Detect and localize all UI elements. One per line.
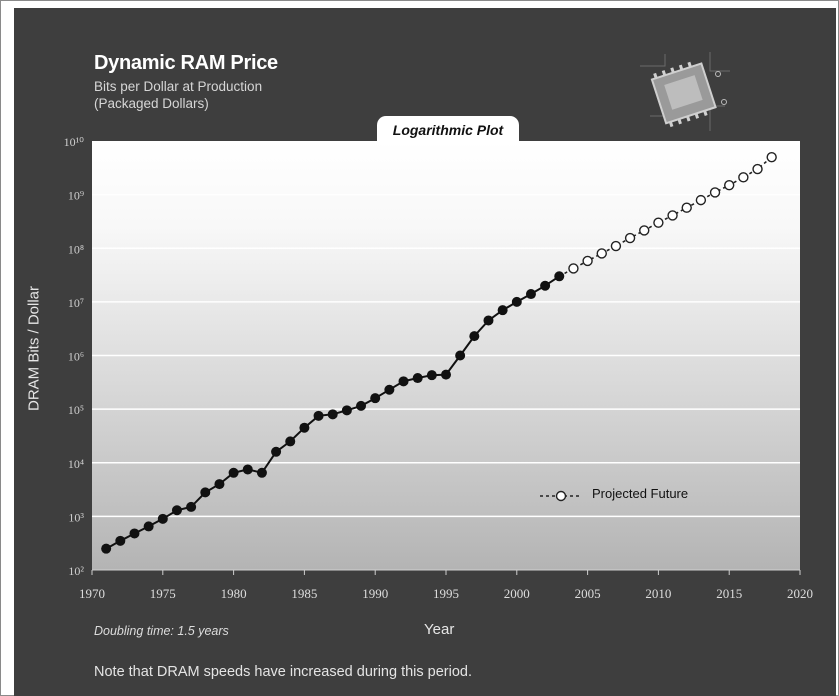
y-tick-label: 10⁴ xyxy=(68,457,84,471)
actual-data-point xyxy=(115,535,126,546)
actual-data-point xyxy=(242,464,253,475)
x-tick-label: 1970 xyxy=(79,586,105,601)
x-tick-label: 1995 xyxy=(433,586,459,601)
y-tick-label: 10⁵ xyxy=(68,403,84,417)
actual-data-point xyxy=(228,467,239,478)
projected-data-point xyxy=(610,240,622,252)
actual-data-point xyxy=(483,315,494,326)
actual-data-point xyxy=(370,393,381,404)
actual-data-point xyxy=(186,501,197,512)
actual-data-point xyxy=(285,436,296,447)
actual-data-point xyxy=(497,305,508,316)
projected-data-point xyxy=(695,194,707,206)
projected-data-point xyxy=(709,187,721,198)
x-tick-label: 2005 xyxy=(575,586,601,601)
legend xyxy=(540,490,582,502)
projected-data-point xyxy=(738,172,749,183)
actual-data-point xyxy=(143,521,154,532)
series-projected-line xyxy=(558,156,773,278)
y-tick-label: 10⁹ xyxy=(68,189,84,203)
actual-data-point xyxy=(398,376,409,387)
actual-data-point xyxy=(271,446,282,457)
actual-data-point xyxy=(455,350,466,361)
speed-note: Note that DRAM speeds have increased dur… xyxy=(94,664,473,680)
projected-data-point xyxy=(639,225,650,236)
legend-projected-label: Projected Future xyxy=(592,486,689,501)
x-tick-label: 2020 xyxy=(787,586,813,601)
y-tick-label: 10² xyxy=(68,564,84,578)
projected-data-point xyxy=(667,210,678,221)
actual-data-point xyxy=(540,280,551,291)
projected-data-point xyxy=(653,217,664,228)
x-tick-label: 1985 xyxy=(291,586,317,601)
x-axis-label: Year xyxy=(424,621,455,638)
x-tick-label: 2010 xyxy=(645,586,671,601)
actual-data-point xyxy=(200,487,211,498)
y-tick-label: 10⁶ xyxy=(68,350,84,364)
actual-data-point xyxy=(441,369,451,380)
subtitle-line-1: Bits per Dollar at Production xyxy=(94,79,263,94)
legend-projected-marker xyxy=(555,490,567,502)
subtitle-line-2: (Packaged Dollars) xyxy=(94,96,209,111)
actual-data-point xyxy=(256,467,267,478)
y-tick-label: 10⁸ xyxy=(68,242,84,256)
projected-data-point xyxy=(766,151,777,163)
actual-data-point xyxy=(101,543,112,554)
actual-data-point xyxy=(554,271,565,282)
actual-data-point xyxy=(426,370,437,381)
actual-data-point xyxy=(525,289,536,300)
actual-data-point xyxy=(214,479,225,490)
chart-title: Dynamic RAM Price xyxy=(94,52,278,74)
dram-chip-icon xyxy=(640,52,730,131)
y-axis-label: DRAM Bits / Dollar xyxy=(25,285,43,412)
projected-data-point xyxy=(582,255,593,267)
actual-data-point xyxy=(299,422,310,433)
actual-data-point xyxy=(327,409,338,420)
x-tick-label: 1980 xyxy=(221,586,247,601)
projected-data-point xyxy=(624,232,636,244)
x-tick-label: 2000 xyxy=(504,586,530,601)
projected-data-point xyxy=(752,163,763,175)
projected-data-point xyxy=(568,263,579,274)
doubling-time-note: Doubling time: 1.5 years xyxy=(94,624,229,638)
actual-data-point xyxy=(157,513,168,524)
actual-data-point xyxy=(341,405,352,416)
actual-data-point xyxy=(356,400,367,411)
x-tick-label: 2015 xyxy=(716,586,742,601)
actual-data-point xyxy=(129,528,140,539)
actual-data-point xyxy=(313,410,324,421)
x-tick-label: 1990 xyxy=(362,586,388,601)
logarithmic-plot-tab: Logarithmic Plot xyxy=(377,116,519,142)
actual-data-point xyxy=(469,331,480,342)
actual-data-point xyxy=(384,384,395,395)
y-tick-label: 10⁷ xyxy=(68,296,84,310)
y-tick-label: 10³ xyxy=(68,510,84,524)
x-tick-label: 1975 xyxy=(150,586,176,601)
actual-data-point xyxy=(511,296,522,307)
actual-data-point xyxy=(171,505,182,516)
actual-data-point xyxy=(412,373,423,384)
chart-subtitle: Bits per Dollar at Production (Packaged … xyxy=(94,78,262,112)
projected-data-point xyxy=(681,202,692,213)
projected-data-point xyxy=(596,248,607,259)
projected-data-point xyxy=(724,179,735,191)
y-tick-label: 10¹⁰ xyxy=(64,135,85,149)
